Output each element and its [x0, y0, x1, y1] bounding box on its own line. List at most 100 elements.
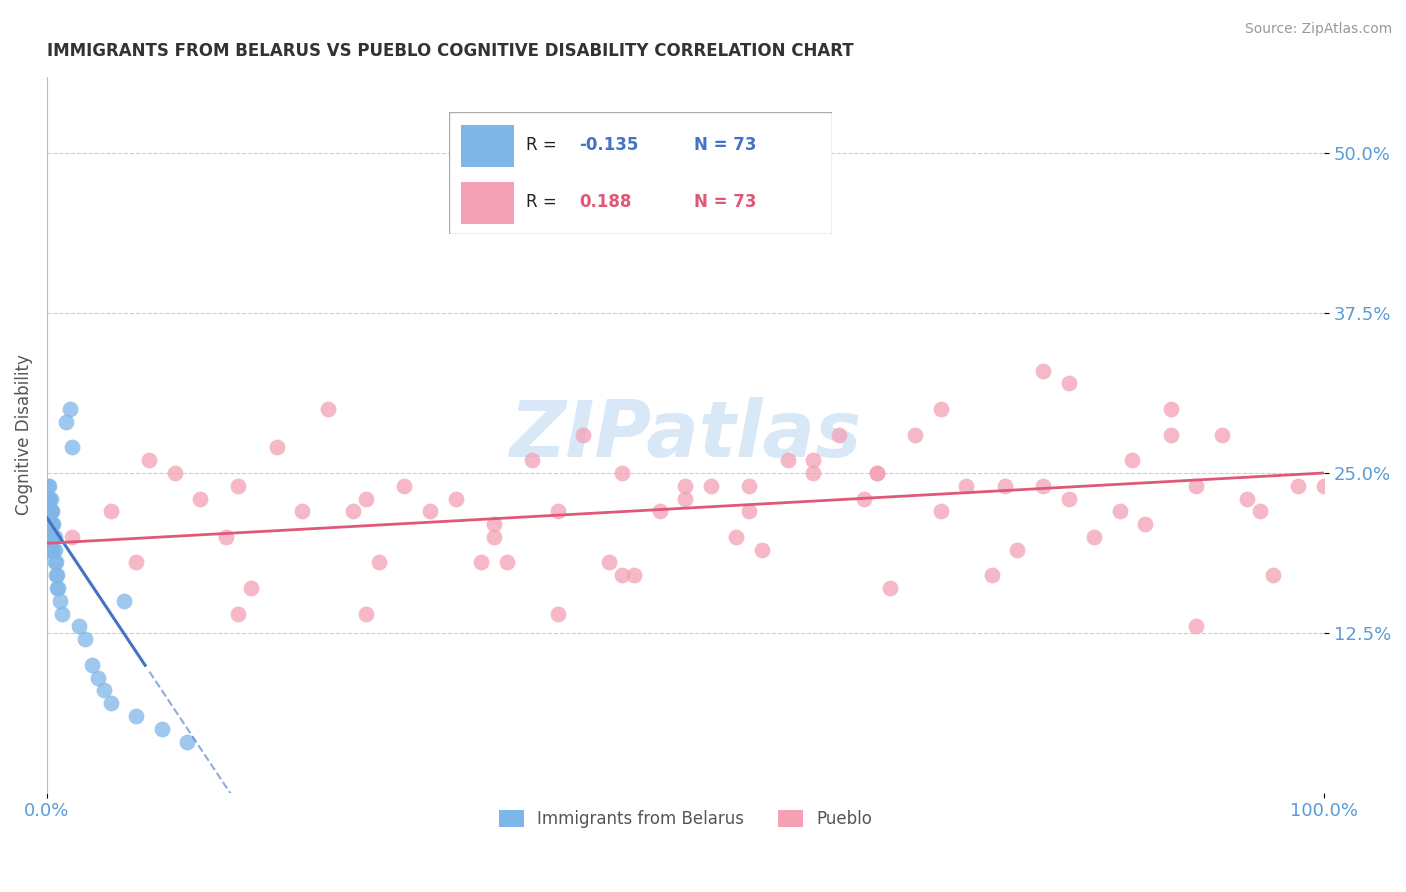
Point [38, 517, 60, 532]
Point [240, 581, 263, 595]
Point [316, 402, 339, 417]
Point [228, 607, 250, 621]
Point [48, 594, 70, 608]
Point [623, 568, 645, 582]
Point [291, 504, 314, 518]
Point [44, 530, 66, 544]
Y-axis label: Cognitive Disability: Cognitive Disability [15, 354, 32, 515]
Point [87, 671, 110, 685]
Point [150, 722, 173, 736]
Point [37, 542, 59, 557]
Point [37, 504, 59, 518]
Point [776, 453, 799, 467]
Legend: Immigrants from Belarus, Pueblo: Immigrants from Belarus, Pueblo [492, 803, 879, 834]
Point [738, 479, 761, 493]
Point [39, 504, 62, 518]
Point [37, 542, 59, 557]
Point [547, 504, 569, 518]
Point [67, 619, 90, 633]
Point [138, 453, 160, 467]
Point [610, 568, 633, 582]
Point [48, 581, 70, 595]
Point [673, 491, 696, 506]
Point [38, 491, 60, 506]
Point [39, 504, 62, 518]
Text: IMMIGRANTS FROM BELARUS VS PUEBLO COGNITIVE DISABILITY CORRELATION CHART: IMMIGRANTS FROM BELARUS VS PUEBLO COGNIT… [46, 42, 853, 60]
Point [1032, 479, 1054, 493]
Point [62, 441, 84, 455]
Point [1133, 517, 1156, 532]
Point [125, 556, 148, 570]
Point [46, 568, 69, 582]
Point [42, 530, 65, 544]
Point [42, 542, 65, 557]
Point [1236, 491, 1258, 506]
Point [929, 504, 952, 518]
Point [38, 479, 60, 493]
Point [37, 491, 59, 506]
Point [37, 504, 59, 518]
Point [853, 491, 876, 506]
Point [38, 530, 60, 544]
Point [879, 581, 901, 595]
Point [904, 427, 927, 442]
Point [228, 479, 250, 493]
Point [266, 441, 288, 455]
Point [62, 530, 84, 544]
Point [215, 530, 238, 544]
Point [44, 542, 66, 557]
Point [37, 517, 59, 532]
Point [37, 517, 59, 532]
Point [41, 517, 63, 532]
Point [980, 568, 1002, 582]
Point [598, 556, 620, 570]
Point [738, 504, 761, 518]
Point [39, 491, 62, 506]
Point [1249, 504, 1271, 518]
Point [1121, 453, 1143, 467]
Point [354, 607, 377, 621]
Point [39, 517, 62, 532]
Point [37, 517, 59, 532]
Point [1057, 376, 1080, 391]
Point [1032, 364, 1054, 378]
Point [163, 466, 186, 480]
Point [648, 504, 671, 518]
Point [419, 504, 441, 518]
Point [1185, 619, 1208, 633]
Point [51, 607, 73, 621]
Point [55, 415, 77, 429]
Point [866, 466, 889, 480]
Point [41, 530, 63, 544]
Point [39, 530, 62, 544]
Point [1007, 542, 1029, 557]
Point [37, 504, 59, 518]
Point [39, 530, 62, 544]
Point [188, 491, 211, 506]
Point [44, 556, 66, 570]
Point [93, 683, 115, 698]
Point [827, 427, 849, 442]
Point [38, 504, 60, 518]
Point [100, 504, 122, 518]
Point [1160, 402, 1182, 417]
Point [112, 594, 135, 608]
Point [994, 479, 1017, 493]
Point [367, 556, 389, 570]
Point [1261, 568, 1284, 582]
Point [444, 491, 467, 506]
Point [176, 734, 198, 748]
Point [1083, 530, 1105, 544]
Point [38, 504, 60, 518]
Point [37, 491, 59, 506]
Point [1057, 491, 1080, 506]
Point [38, 504, 60, 518]
Point [42, 530, 65, 544]
Point [482, 530, 505, 544]
Point [751, 542, 773, 557]
Point [801, 466, 824, 480]
Point [39, 542, 62, 557]
Point [610, 466, 633, 480]
Point [547, 607, 569, 621]
Point [42, 517, 65, 532]
